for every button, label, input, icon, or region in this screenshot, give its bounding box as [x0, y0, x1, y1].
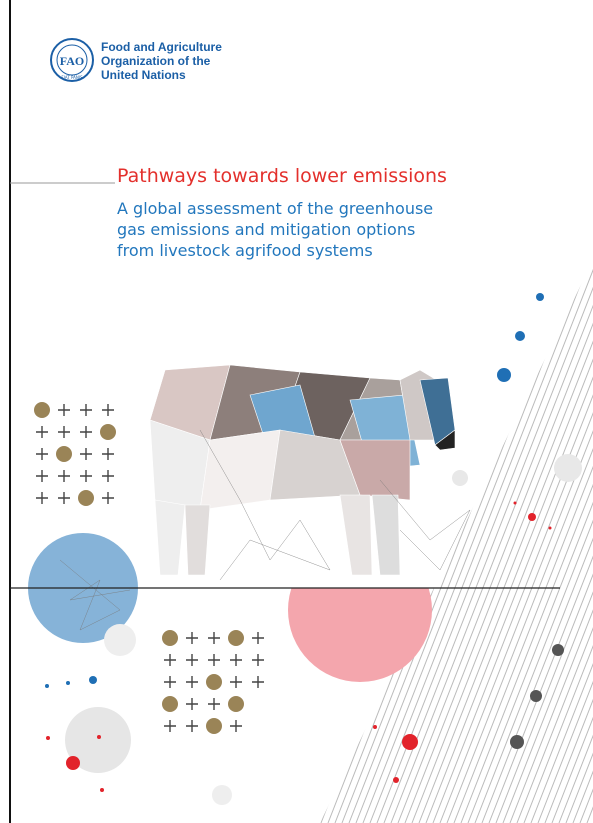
logo: FAO FIAT PANIS — [50, 38, 94, 82]
plus — [252, 676, 264, 688]
plus — [186, 654, 198, 666]
subtitle-line: gas emissions and mitigation options — [117, 220, 415, 239]
stripe — [390, 260, 593, 823]
plus — [164, 676, 176, 688]
cow — [139, 364, 456, 576]
grey-circle — [212, 785, 232, 805]
plus — [36, 492, 48, 504]
stripe — [537, 260, 593, 823]
plus — [36, 426, 48, 438]
stripe — [446, 260, 593, 823]
stripe — [425, 260, 593, 823]
icon — [228, 630, 244, 646]
grey-circle — [104, 624, 136, 656]
plus — [208, 632, 220, 644]
stripe — [460, 260, 593, 823]
icon — [100, 424, 116, 440]
icon — [78, 490, 94, 506]
plus — [230, 654, 242, 666]
stripe — [376, 260, 593, 823]
subtitle-line: A global assessment of the greenhouse — [117, 199, 433, 218]
stripe — [488, 260, 593, 823]
plus — [36, 448, 48, 460]
stripe — [551, 260, 593, 823]
plus — [252, 654, 264, 666]
plus — [80, 426, 92, 438]
plus — [58, 492, 70, 504]
title: Pathways towards lower emissions — [117, 165, 447, 187]
stripe — [474, 260, 593, 823]
icon — [34, 402, 50, 418]
stripe — [397, 260, 593, 823]
stripe — [579, 260, 593, 823]
stripe — [383, 260, 593, 823]
network-lines — [59, 429, 471, 631]
plus — [102, 492, 114, 504]
dots — [45, 293, 564, 792]
stripe — [432, 260, 593, 823]
plus — [186, 676, 198, 688]
stripe — [411, 260, 593, 823]
plus — [164, 654, 176, 666]
plus — [186, 698, 198, 710]
stripe — [516, 260, 593, 823]
plus — [102, 470, 114, 482]
stripe — [523, 260, 593, 823]
stripe — [467, 260, 593, 823]
plus — [230, 676, 242, 688]
stripe — [565, 260, 593, 823]
stripe — [404, 260, 593, 823]
plus — [186, 720, 198, 732]
icon — [206, 718, 222, 734]
org-line: Organization of the — [101, 54, 211, 68]
stripe — [572, 260, 593, 823]
plus — [252, 632, 264, 644]
plus — [208, 698, 220, 710]
stripe — [418, 260, 593, 823]
stripe — [439, 260, 593, 823]
plus — [186, 632, 198, 644]
plus — [102, 448, 114, 460]
grey-circle — [554, 454, 582, 482]
stripe — [502, 260, 593, 823]
plus — [80, 404, 92, 416]
logo-emblem: FAO — [60, 54, 84, 68]
stripe — [495, 260, 593, 823]
stripe — [481, 260, 593, 823]
icon — [228, 696, 244, 712]
org-line: Food and Agriculture — [101, 40, 222, 54]
logo-motto: FIAT PANIS — [61, 75, 83, 80]
icon — [162, 630, 178, 646]
subtitle-line: from livestock agrifood systems — [117, 241, 373, 260]
stripe — [530, 260, 593, 823]
grey-circle — [452, 470, 468, 486]
stripe — [509, 260, 593, 823]
icon-grid — [34, 402, 264, 734]
grey-circle — [65, 707, 131, 773]
plus — [80, 470, 92, 482]
plus — [164, 720, 176, 732]
plus — [80, 448, 92, 460]
icon — [162, 696, 178, 712]
stripe — [369, 260, 591, 823]
icon — [56, 446, 72, 462]
plus — [102, 404, 114, 416]
plus — [208, 654, 220, 666]
stripe — [544, 260, 593, 823]
icon — [206, 674, 222, 690]
plus — [58, 426, 70, 438]
plus — [58, 470, 70, 482]
plus — [58, 404, 70, 416]
plus — [230, 720, 242, 732]
org-line: United Nations — [101, 68, 186, 82]
stripe — [453, 260, 593, 823]
plus — [36, 470, 48, 482]
